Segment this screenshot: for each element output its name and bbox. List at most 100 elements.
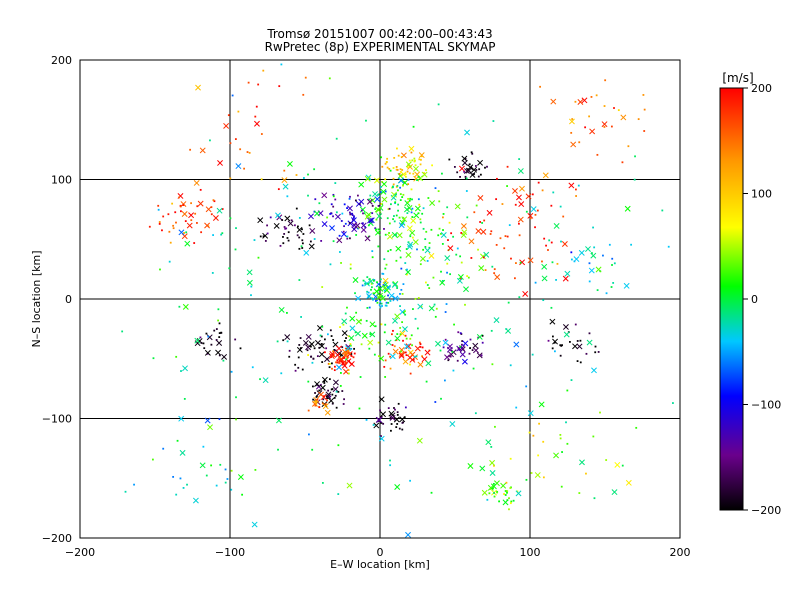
- scatter-dot: [312, 398, 315, 401]
- scatter-dot: [376, 281, 378, 284]
- scatter-x-marker: [206, 334, 213, 341]
- scatter-dot: [395, 186, 398, 188]
- colorbar-tick-label: 0: [751, 293, 758, 306]
- scatter-x-marker: [424, 247, 431, 254]
- scatter-dot: [551, 335, 554, 338]
- scatter-x-marker: [204, 417, 211, 424]
- scatter-x-marker: [403, 343, 410, 350]
- scatter-x-marker: [396, 232, 403, 239]
- scatter-dot: [400, 267, 403, 270]
- scatter-dot: [505, 481, 508, 484]
- scatter-dot: [321, 286, 324, 288]
- scatter-dot: [633, 178, 636, 181]
- scatter-dot: [336, 361, 338, 364]
- scatter-dot: [157, 208, 160, 211]
- scatter-dot: [324, 351, 326, 354]
- scatter-dot: [179, 477, 182, 480]
- y-tick-label: 100: [51, 174, 72, 187]
- scatter-dot: [372, 424, 375, 426]
- scatter-x-marker: [398, 351, 405, 357]
- scatter-dot: [340, 372, 342, 374]
- scatter-dot: [221, 232, 224, 235]
- scatter-dot: [368, 278, 371, 281]
- scatter-dot: [551, 347, 554, 350]
- scatter-dot: [413, 157, 416, 160]
- scatter-x-marker: [518, 54, 523, 59]
- scatter-dot: [506, 185, 508, 187]
- scatter-dot: [547, 249, 549, 251]
- scatter-dot: [379, 300, 382, 303]
- scatter-dot: [213, 329, 216, 332]
- scatter-dot: [355, 311, 358, 314]
- scatter-x-marker: [478, 265, 485, 272]
- scatter-dot: [371, 286, 373, 289]
- scatter-dot: [172, 227, 175, 230]
- scatter-dot: [460, 261, 463, 264]
- scatter-dot: [283, 233, 286, 235]
- scatter-dot: [437, 103, 440, 106]
- scatter-dot: [314, 198, 317, 201]
- scatter-x-marker: [374, 229, 381, 236]
- scatter-dot: [396, 411, 399, 414]
- scatter-dot: [480, 354, 483, 357]
- scatter-dot: [382, 422, 385, 425]
- scatter-dot: [469, 347, 472, 349]
- scatter-x-marker: [305, 333, 312, 340]
- scatter-dot: [441, 172, 443, 175]
- scatter-dot: [380, 323, 383, 326]
- scatter-x-marker: [391, 191, 398, 198]
- scatter-dot: [419, 343, 422, 345]
- scatter-dot: [393, 156, 396, 159]
- scatter-x-marker: [477, 195, 484, 201]
- scatter-dot: [471, 152, 474, 155]
- scatter-dot: [318, 389, 321, 392]
- scatter-dot: [577, 184, 580, 187]
- data-points: [121, 54, 674, 538]
- scatter-x-marker: [405, 161, 412, 168]
- scatter-dot: [370, 288, 372, 291]
- scatter-x-marker: [324, 409, 331, 416]
- scatter-x-marker: [329, 225, 335, 232]
- scatter-dot: [196, 222, 198, 224]
- scatter-dot: [374, 227, 377, 230]
- scatter-dot: [229, 177, 232, 180]
- scatter-dot: [333, 365, 336, 368]
- scatter-x-marker: [442, 339, 449, 346]
- scatter-dot: [304, 76, 307, 79]
- scatter-dot: [596, 153, 599, 156]
- scatter-dot: [348, 353, 351, 355]
- scatter-dot: [218, 322, 221, 325]
- scatter-x-marker: [460, 223, 467, 230]
- scatter-dot: [388, 222, 391, 225]
- scatter-x-marker: [493, 317, 500, 324]
- scatter-x-marker: [486, 209, 493, 216]
- scatter-dot: [388, 232, 390, 234]
- scatter-dot: [399, 256, 402, 259]
- scatter-dot: [411, 198, 413, 201]
- scatter-dot: [294, 363, 297, 366]
- scatter-x-marker: [449, 421, 456, 427]
- scatter-dot: [381, 295, 384, 297]
- scatter-dot: [464, 175, 467, 178]
- scatter-dot: [327, 389, 330, 392]
- scatter-dot: [250, 285, 253, 288]
- scatter-dot: [235, 396, 237, 399]
- scatter-x-marker: [382, 277, 389, 284]
- scatter-x-marker: [284, 215, 291, 222]
- scatter-dot: [402, 421, 404, 424]
- scatter-dot: [459, 175, 461, 178]
- scatter-dot: [418, 203, 421, 206]
- scatter-dot: [541, 260, 543, 263]
- scatter-dot: [322, 398, 325, 401]
- scatter-dot: [420, 305, 423, 308]
- scatter-dot: [439, 349, 442, 352]
- scatter-x-marker: [376, 213, 383, 220]
- y-tick-label: 200: [51, 54, 72, 67]
- scatter-dot: [384, 323, 387, 326]
- scatter-x-marker: [303, 249, 310, 256]
- scatter-dot: [518, 222, 520, 225]
- scatter-dot: [337, 493, 340, 495]
- scatter-dot: [353, 352, 356, 355]
- scatter-dot: [643, 108, 646, 111]
- scatter-dot: [603, 105, 606, 107]
